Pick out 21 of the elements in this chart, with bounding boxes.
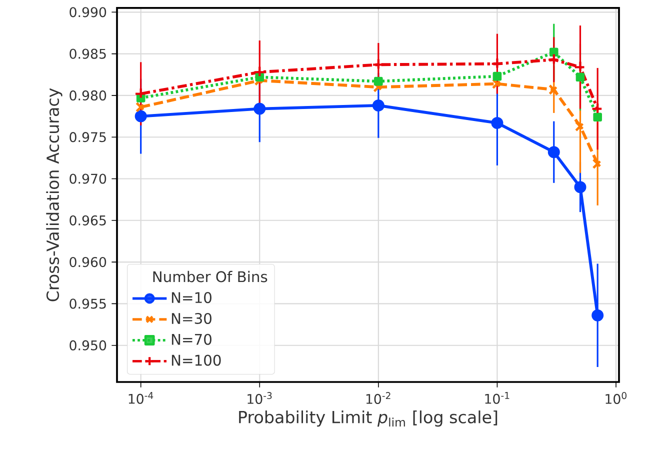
y-axis-title: Cross-Validation Accuracy xyxy=(46,88,62,302)
y-tick-label: 0.970 xyxy=(70,174,106,184)
x-tick-label: 10$^{-1}$ xyxy=(485,392,510,404)
x-tick-label: 10$^{0}$ xyxy=(606,392,626,404)
y-tick-label: 0.955 xyxy=(70,298,106,309)
legend-label: N=30 xyxy=(172,312,212,324)
legend-label: N=10 xyxy=(172,292,212,304)
y-tick-label: 0.990 xyxy=(70,7,106,18)
legend-label: N=70 xyxy=(172,334,212,345)
x-tick-label: 10$^{-3}$ xyxy=(248,392,272,404)
x-tick-label: 10$^{-4}$ xyxy=(128,392,154,404)
legend-title: Number Of Bins xyxy=(153,270,268,282)
y-tick-label: 0.965 xyxy=(70,215,106,226)
y-tick-label: 0.950 xyxy=(70,340,106,350)
y-tick-label: 0.985 xyxy=(70,48,106,59)
y-tick-label: 0.980 xyxy=(70,90,106,100)
y-tick-label: 0.960 xyxy=(70,256,106,268)
y-tick-label: 0.975 xyxy=(70,132,106,142)
x-axis-title: Probability Limit p$_{lim}$ [log scale] xyxy=(239,410,498,427)
legend-label: N=100 xyxy=(172,354,221,366)
x-tick-label: 10$^{-2}$ xyxy=(366,392,390,404)
